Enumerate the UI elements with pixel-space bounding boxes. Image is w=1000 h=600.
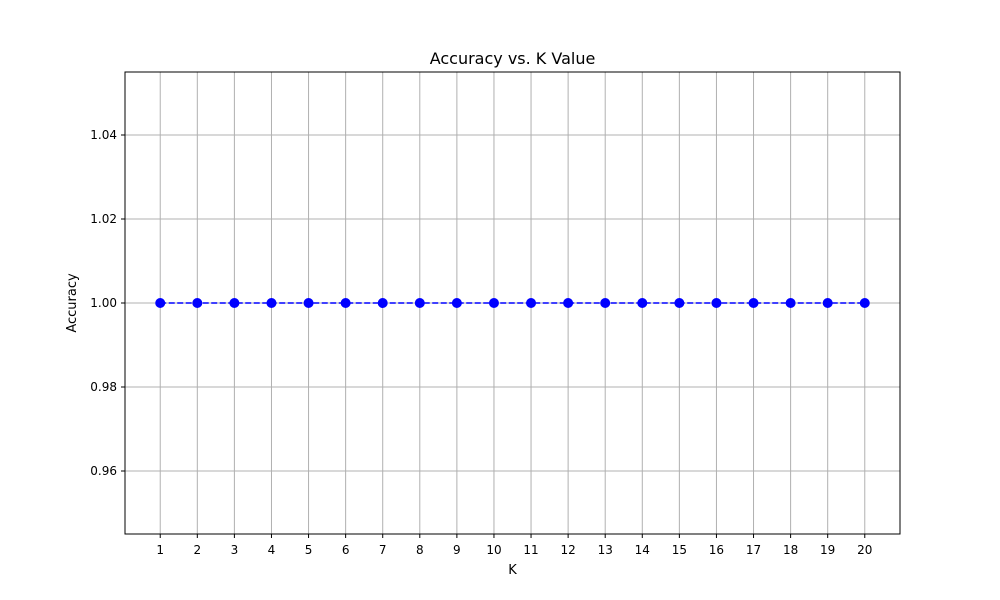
- chart-title: Accuracy vs. K Value: [430, 49, 596, 68]
- x-tick-label: 8: [416, 543, 424, 557]
- x-tick-label: 13: [598, 543, 613, 557]
- data-point: [711, 298, 722, 308]
- data-point: [859, 298, 870, 308]
- x-axis-ticks: 1 2 3 4 5 6 7 8 9 10 11 12 13 14 15 16 17 18 19 20: [156, 534, 872, 557]
- x-tick-label: 7: [379, 543, 387, 557]
- data-point: [229, 298, 240, 308]
- data-point: [155, 298, 166, 308]
- x-tick-label: 17: [746, 543, 761, 557]
- y-tick-label: 1.00: [90, 296, 117, 310]
- data-point: [748, 298, 759, 308]
- data-point: [414, 298, 425, 308]
- x-tick-label: 15: [672, 543, 687, 557]
- x-tick-label: 19: [820, 543, 835, 557]
- y-tick-label: 0.96: [90, 464, 117, 478]
- data-point: [303, 298, 314, 308]
- x-tick-label: 12: [560, 543, 575, 557]
- x-tick-label: 20: [857, 543, 872, 557]
- data-point: [600, 298, 611, 308]
- y-axis-ticks: 0.96 0.98 1.00 1.02 1.04: [90, 128, 125, 478]
- y-tick-label: 1.04: [90, 128, 117, 142]
- y-axis-label: Accuracy: [65, 273, 80, 333]
- x-tick-label: 9: [453, 543, 461, 557]
- data-point: [488, 298, 499, 308]
- data-point: [377, 298, 388, 308]
- data-point: [822, 298, 833, 308]
- x-tick-label: 5: [305, 543, 313, 557]
- data-point: [674, 298, 685, 308]
- series-layer: [155, 298, 870, 308]
- data-point: [340, 298, 351, 308]
- data-point: [266, 298, 277, 308]
- y-tick-label: 1.02: [90, 212, 117, 226]
- x-tick-label: 3: [231, 543, 239, 557]
- x-tick-label: 1: [156, 543, 164, 557]
- x-axis-label: K: [508, 563, 517, 578]
- data-point: [526, 298, 537, 308]
- data-point: [192, 298, 203, 308]
- x-tick-label: 6: [342, 543, 350, 557]
- x-tick-label: 11: [523, 543, 538, 557]
- x-tick-label: 16: [709, 543, 724, 557]
- x-tick-label: 10: [486, 543, 501, 557]
- data-point: [637, 298, 648, 308]
- x-tick-label: 18: [783, 543, 798, 557]
- x-tick-label: 2: [193, 543, 201, 557]
- data-point: [451, 298, 462, 308]
- data-point: [785, 298, 796, 308]
- data-point: [563, 298, 574, 308]
- x-tick-label: 4: [268, 543, 276, 557]
- x-tick-label: 14: [635, 543, 650, 557]
- y-tick-label: 0.98: [90, 380, 117, 394]
